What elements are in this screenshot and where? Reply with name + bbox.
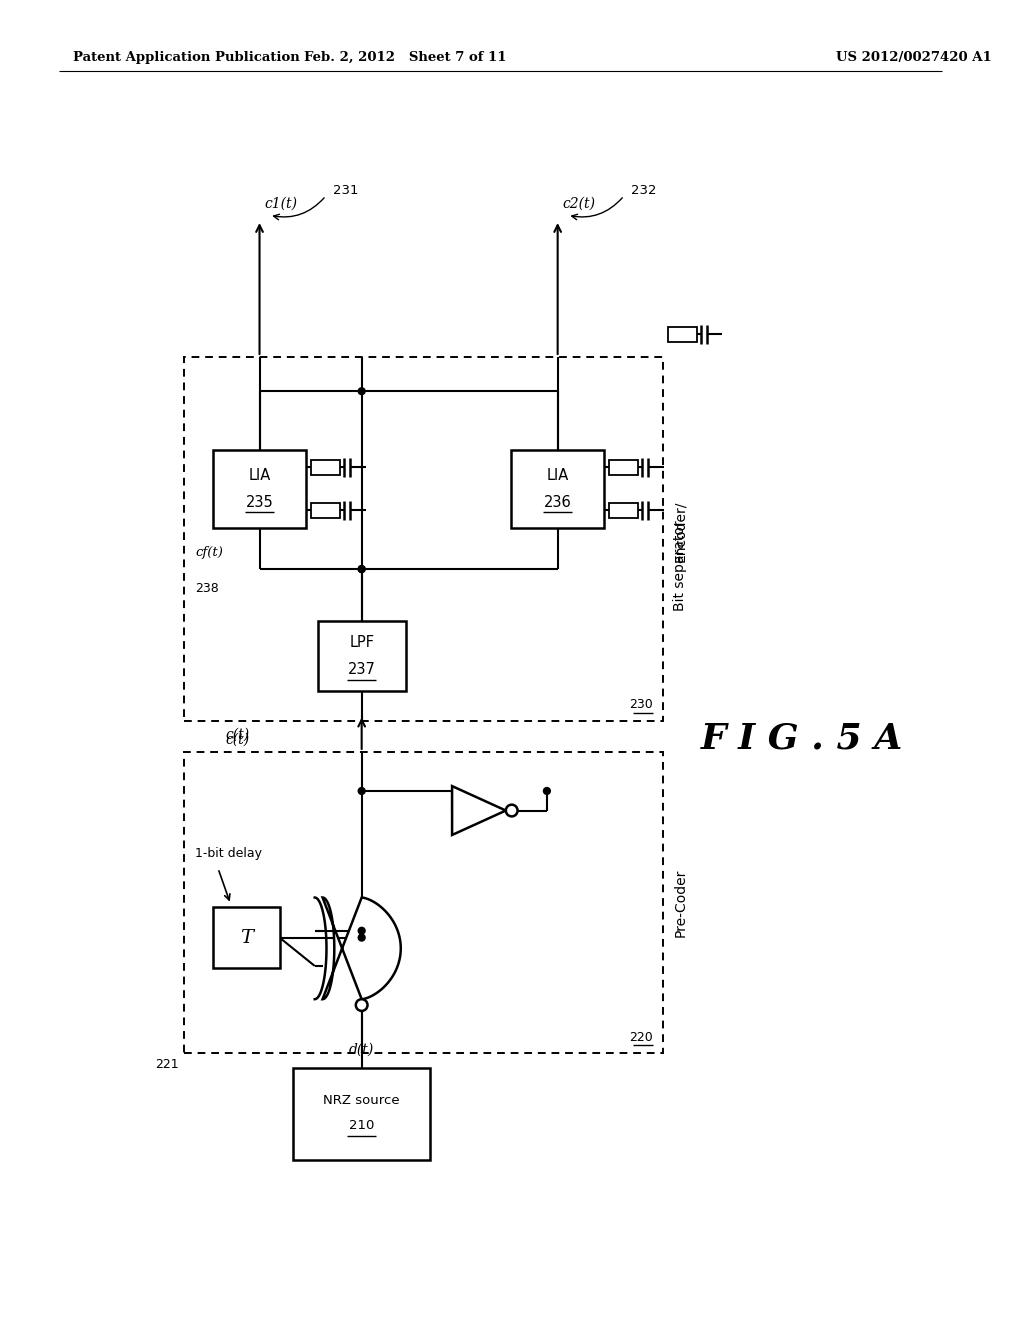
Bar — [293, 1068, 430, 1160]
Text: cf(t): cf(t) — [196, 546, 223, 560]
Circle shape — [358, 566, 366, 573]
Text: Encoder/: Encoder/ — [674, 500, 687, 562]
Text: LIA: LIA — [547, 467, 568, 483]
Text: LIA: LIA — [249, 467, 270, 483]
Polygon shape — [323, 898, 400, 999]
Text: d(t): d(t) — [349, 1043, 375, 1057]
Text: T: T — [240, 928, 253, 946]
Text: Feb. 2, 2012   Sheet 7 of 11: Feb. 2, 2012 Sheet 7 of 11 — [304, 51, 507, 65]
Circle shape — [358, 935, 366, 941]
Bar — [317, 620, 406, 692]
Text: c(t): c(t) — [225, 733, 250, 747]
Text: c2(t): c2(t) — [562, 197, 596, 210]
Text: 221: 221 — [156, 1059, 179, 1071]
Bar — [183, 752, 663, 1053]
Text: 235: 235 — [246, 495, 273, 510]
Bar — [183, 356, 663, 721]
Text: Pre-Coder: Pre-Coder — [674, 869, 687, 937]
Text: 220: 220 — [629, 1031, 653, 1044]
Circle shape — [358, 388, 366, 395]
Text: 1-bit delay: 1-bit delay — [196, 847, 262, 861]
Bar — [311, 503, 340, 519]
Text: NRZ source: NRZ source — [324, 1094, 400, 1107]
Text: 236: 236 — [544, 495, 571, 510]
Circle shape — [358, 788, 366, 795]
Text: LPF: LPF — [349, 635, 374, 649]
Circle shape — [544, 788, 550, 795]
Text: US 2012/0027420 A1: US 2012/0027420 A1 — [836, 51, 991, 65]
Bar — [609, 459, 638, 475]
Text: Bit separator: Bit separator — [674, 521, 687, 611]
Bar — [213, 907, 280, 968]
Circle shape — [358, 566, 366, 573]
Text: c1(t): c1(t) — [264, 197, 297, 210]
Text: 232: 232 — [631, 185, 656, 197]
Text: 231: 231 — [333, 185, 358, 197]
Circle shape — [355, 999, 368, 1011]
Text: c(t): c(t) — [225, 727, 250, 742]
Text: 238: 238 — [196, 582, 219, 595]
Bar — [311, 459, 340, 475]
Text: Patent Application Publication: Patent Application Publication — [74, 51, 300, 65]
Text: F I G . 5 A: F I G . 5 A — [700, 721, 903, 755]
Bar — [668, 326, 697, 342]
Text: 237: 237 — [348, 663, 376, 677]
Bar — [213, 450, 306, 528]
Bar — [609, 503, 638, 519]
Text: 230: 230 — [629, 698, 653, 711]
Text: 210: 210 — [349, 1119, 375, 1133]
Circle shape — [506, 805, 517, 816]
Bar — [511, 450, 604, 528]
Polygon shape — [452, 787, 506, 836]
Circle shape — [358, 928, 366, 935]
